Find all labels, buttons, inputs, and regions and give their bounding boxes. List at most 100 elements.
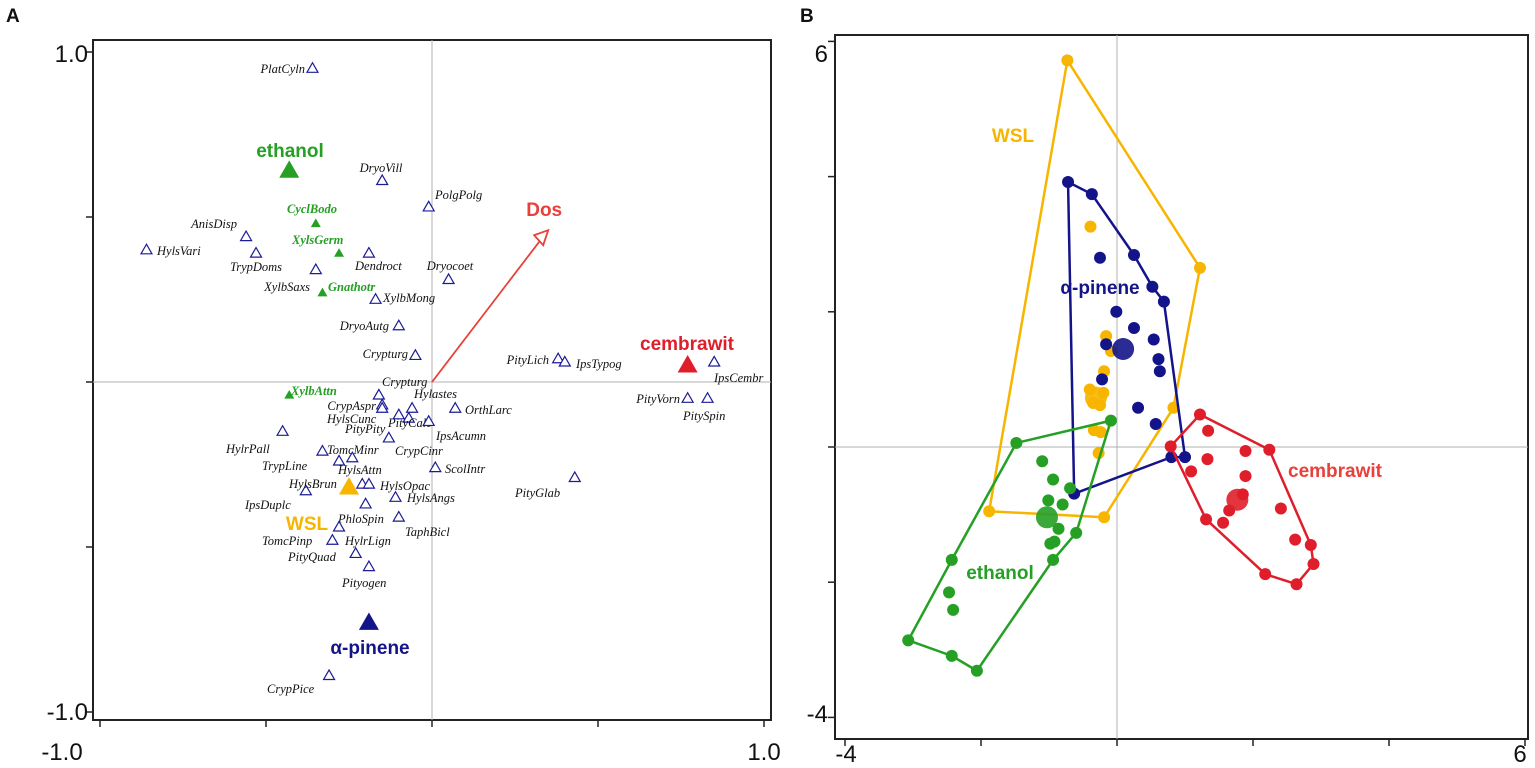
species-label: OrthLarc — [465, 403, 512, 417]
species-triangle-marker — [422, 414, 436, 427]
species-point: PityCalc — [387, 411, 432, 430]
sample-point — [1304, 539, 1317, 552]
species-label: PhloSpin — [337, 512, 384, 526]
species-label: TaphBicl — [405, 525, 450, 539]
species-label: HylsVari — [156, 244, 201, 258]
group-centroid — [1226, 488, 1249, 511]
sample-point — [1290, 578, 1303, 591]
sample-point — [1094, 251, 1106, 264]
sample-point — [1200, 513, 1213, 526]
species-triangle-marker — [388, 490, 403, 502]
group-centroid — [1112, 337, 1135, 360]
group-label: WSL — [992, 126, 1035, 147]
ethanol-species-label: XylsGerm — [291, 233, 344, 247]
species-point: PhloSpin — [337, 497, 384, 526]
species-point: PityVorn — [635, 391, 695, 406]
species-point: PityLich — [506, 351, 565, 367]
species-triangle-marker — [362, 246, 376, 258]
sample-point — [1036, 455, 1049, 468]
species-triangle-marker — [405, 401, 419, 413]
species-triangle-marker — [322, 668, 336, 681]
species-triangle-marker — [681, 391, 695, 403]
species-triangle-marker — [276, 424, 290, 436]
sample-point — [1167, 401, 1180, 414]
species-point: XylbSaxs — [263, 262, 323, 294]
species-point: IpsCembr — [707, 355, 763, 385]
treatment-triangle-marker — [339, 477, 359, 495]
species-triangle-marker — [392, 510, 406, 522]
species-point: XylbMong — [369, 291, 435, 305]
species-label: PityGlab — [514, 486, 560, 500]
species-triangle-marker — [325, 533, 339, 545]
species-point: OrthLarc — [448, 401, 512, 417]
sample-point — [1239, 445, 1252, 458]
treatment-triangle-marker — [677, 355, 698, 373]
species-label: Crypturg — [363, 347, 408, 361]
species-triangle-marker — [707, 355, 721, 367]
sample-point — [1193, 261, 1206, 274]
species-label: HylsAngs — [406, 491, 455, 505]
species-triangle-marker — [315, 444, 329, 456]
sample-point — [983, 505, 996, 518]
sample-point — [1153, 365, 1166, 378]
species-triangle-marker — [428, 460, 442, 473]
treatment-label: α-pinene — [330, 638, 409, 659]
sample-point — [947, 603, 960, 616]
species-point: AnisDisp — [190, 217, 253, 242]
species-point: TaphBicl — [392, 510, 450, 539]
species-point: TomcMinr — [315, 443, 379, 457]
species-label: TomcPinp — [262, 534, 312, 548]
species-point: PityQuad — [287, 546, 363, 564]
species-label: Dendroct — [354, 259, 402, 273]
sample-point — [1164, 440, 1177, 453]
sample-point — [1202, 424, 1215, 437]
species-point: Hylastes — [405, 387, 457, 413]
species-label: Hylastes — [413, 387, 457, 401]
treatment-centroid: α-pinene — [330, 612, 410, 659]
species-triangle-marker — [402, 411, 416, 423]
species-triangle-marker — [442, 272, 456, 285]
species-triangle-marker — [359, 497, 373, 509]
sample-point — [1149, 418, 1162, 431]
species-triangle-marker — [422, 200, 436, 212]
sample-point — [1064, 482, 1077, 495]
sample-point — [1132, 401, 1145, 414]
sample-point — [1217, 516, 1230, 529]
species-point: PolgPolg — [422, 188, 482, 212]
species-label: HylsOpac — [379, 479, 430, 493]
group-centroid — [1084, 386, 1107, 409]
species-triangle-marker — [332, 454, 346, 466]
group-label: ethanol — [966, 563, 1034, 584]
ethanol-species-triangle-marker — [284, 389, 295, 399]
convex-hull-outline — [987, 59, 1202, 519]
panel-a-x-tick-max: 1.0 — [747, 739, 780, 766]
species-triangle-marker — [375, 401, 389, 413]
panel-b-y-tick-max: 6 — [815, 41, 828, 68]
species-label: Crypturg — [382, 375, 427, 389]
panel-b-x-tick-min: -4 — [835, 741, 856, 768]
dos-vector-line — [431, 238, 542, 383]
panel-label-a: A — [6, 6, 20, 27]
species-label: AnisDisp — [190, 217, 237, 231]
sample-point — [1128, 249, 1140, 262]
panel-b-frame — [834, 34, 1529, 740]
species-label: PityQuad — [287, 550, 337, 564]
ethanol-species-point: CyclBodo — [287, 202, 337, 228]
species-label: PitySpin — [682, 409, 725, 423]
sample-point — [1010, 436, 1023, 449]
species-point: CrypCinr — [392, 408, 443, 458]
sample-point — [1152, 353, 1165, 366]
species-point: PityGlab — [514, 470, 582, 500]
species-point: Crypturg — [363, 347, 422, 361]
ethanol-species-label: CyclBodo — [287, 202, 337, 216]
panel-b-y-tick-min: -4 — [807, 701, 828, 728]
species-label: PlatCyln — [260, 62, 305, 76]
species-triangle-marker — [369, 292, 383, 304]
sample-point — [1052, 522, 1065, 535]
sample-point — [1193, 408, 1206, 421]
sample-point — [1047, 473, 1060, 486]
sample-point — [1084, 220, 1097, 233]
treatment-centroid: ethanol — [256, 141, 324, 178]
ethanol-species-label: XylbAttn — [290, 384, 337, 398]
sample-point — [1048, 535, 1061, 548]
